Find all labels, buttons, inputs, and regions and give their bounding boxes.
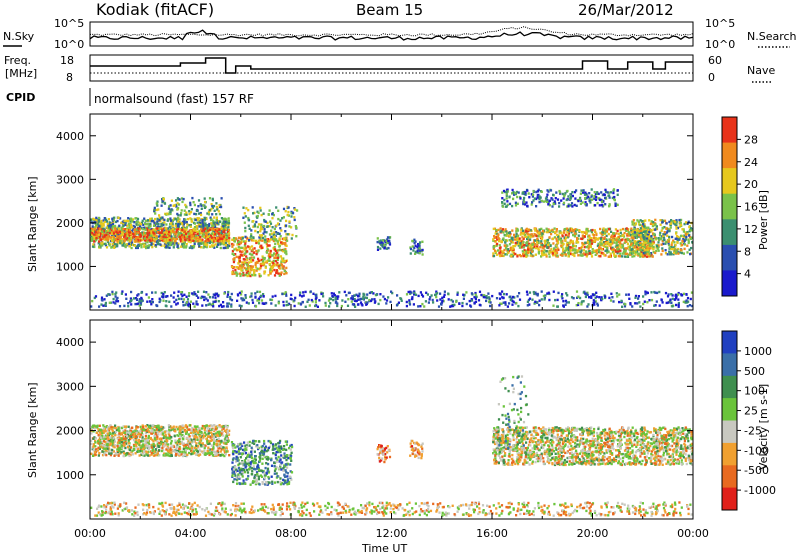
velocity-heatmap <box>90 375 693 517</box>
beam-label: Beam 15 <box>356 1 424 19</box>
colorbar-tick-label: -1000 <box>744 484 776 497</box>
y-tick-label: 2000 <box>56 425 84 438</box>
colorbar-swatch <box>722 353 737 377</box>
nave-label: Nave <box>747 64 775 77</box>
velocity-axes: 1000 2000 3000 4000 00:00 04:00 08:00 12:00 16:0… <box>56 320 709 540</box>
colorbar-tick-label: 500 <box>744 365 765 378</box>
colorbar-tick-label: 28 <box>744 133 758 146</box>
colorbar-tick-label: -100 <box>744 444 769 457</box>
nsky-tick-top: 10^5 <box>54 17 84 30</box>
colorbar-swatch <box>722 117 737 144</box>
colorbar-swatch <box>722 398 737 421</box>
colorbar-tick-label: -500 <box>744 464 769 477</box>
colorbar-tick-label: -25 <box>744 424 762 437</box>
colorbar-tick-label: 8 <box>744 245 751 258</box>
colorbar-swatch <box>722 219 737 246</box>
colorbar-tick-label: 20 <box>744 178 758 191</box>
y-tick-label: 3000 <box>56 380 84 393</box>
figure-title: Kodiak (fitACF) <box>96 0 215 19</box>
x-tick-label: 00:00 <box>677 527 709 540</box>
velocity-colorbar: 1000 500 100 25 -25 -100 -500 -1000 <box>721 330 776 511</box>
nsky-tick-bottom: 10^0 <box>54 38 84 51</box>
cpid-label: CPID <box>6 91 35 104</box>
x-tick-label: 16:00 <box>476 527 508 540</box>
x-tick-label: 20:00 <box>577 527 609 540</box>
colorbar-tick-label: 24 <box>744 156 758 169</box>
freq-unit-label: [MHz] <box>5 67 37 80</box>
x-tick-label: 00:00 <box>74 527 106 540</box>
x-tick-label: 08:00 <box>275 527 307 540</box>
freq-tick-top: 18 <box>60 54 74 67</box>
colorbar-swatch <box>722 193 737 220</box>
y-tick-label: 1000 <box>56 469 84 482</box>
colorbar-swatch <box>722 168 737 195</box>
colorbar-tick-label: 4 <box>744 268 751 281</box>
colorbar-tick-label: 25 <box>744 405 758 418</box>
y-tick-label: 1000 <box>56 260 84 273</box>
nsearch-tick-bottom: 10^0 <box>705 38 735 51</box>
velocity-colorbar-label: Velocity [m s-1] <box>757 384 770 470</box>
colorbar-swatch <box>722 442 737 466</box>
velocity-ylabel: Slant Range [km] <box>26 382 39 478</box>
colorbar-swatch <box>722 331 737 354</box>
power-ylabel: Slant Range [km] <box>26 176 39 272</box>
y-tick-label: 4000 <box>56 336 84 349</box>
freq-tick-bottom: 8 <box>66 71 73 84</box>
power-colorbar: 4 8 12 16 20 24 28 <box>721 116 758 297</box>
freq-panel-frame <box>89 54 694 82</box>
colorbar-swatch <box>722 270 737 297</box>
power-panel-frame <box>89 113 694 311</box>
x-tick-label: 04:00 <box>175 527 207 540</box>
noise-traces <box>89 26 694 41</box>
colorbar-tick-label: 16 <box>744 201 758 214</box>
colorbar-tick-label: 12 <box>744 223 758 236</box>
frequency-trace <box>90 57 693 74</box>
nave-tick-top: 60 <box>708 54 722 67</box>
power-colorbar-label: Power [dB] <box>757 190 770 250</box>
colorbar-tick-label: 1000 <box>744 345 772 358</box>
cpid-program: normalsound (fast) 157 RF <box>94 92 254 106</box>
colorbar-swatch <box>722 244 737 271</box>
colorbar-swatch <box>722 375 737 399</box>
power-axes: 1000 2000 3000 4000 <box>56 114 694 310</box>
y-tick-label: 2000 <box>56 217 84 230</box>
nsearch-label: N.Search <box>747 30 797 43</box>
velocity-panel-frame <box>89 319 694 520</box>
colorbar-swatch <box>722 142 737 169</box>
nsky-label: N.Sky <box>3 30 35 43</box>
time-axis-label: Time UT <box>361 542 407 554</box>
nsearch-tick-top: 10^5 <box>705 17 735 30</box>
date-label: 26/Mar/2012 <box>578 1 674 19</box>
x-tick-label: 12:00 <box>376 527 408 540</box>
power-heatmap <box>90 188 693 308</box>
y-tick-label: 3000 <box>56 173 84 186</box>
colorbar-tick-label: 100 <box>744 385 765 398</box>
colorbar-swatch <box>722 465 737 489</box>
colorbar-swatch <box>722 487 737 511</box>
nave-tick-bottom: 0 <box>708 71 715 84</box>
colorbar-swatch <box>722 420 737 444</box>
freq-label: Freq. <box>4 54 31 67</box>
y-tick-label: 4000 <box>56 130 84 143</box>
